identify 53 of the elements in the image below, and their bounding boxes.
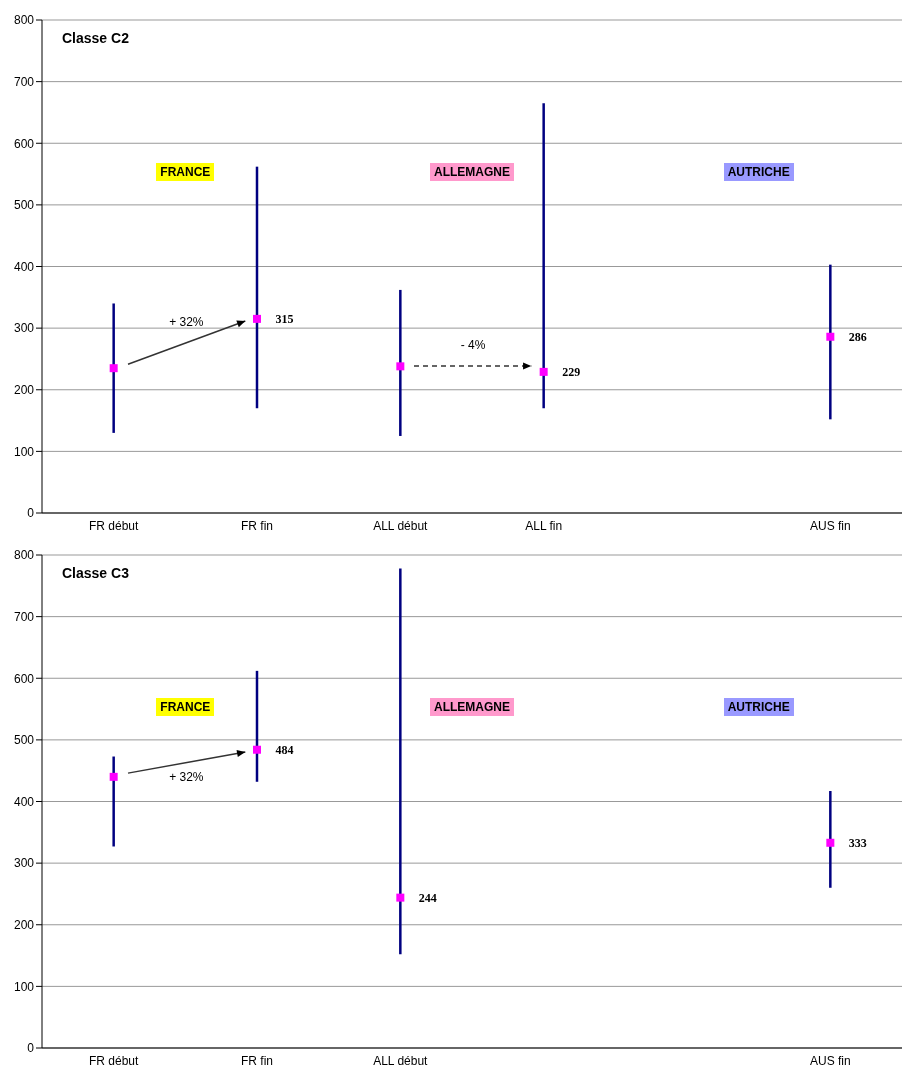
y-tick-label: 700 <box>13 74 35 89</box>
data-label: 333 <box>848 836 867 851</box>
data-label: 315 <box>275 312 294 327</box>
data-label: 244 <box>418 890 437 905</box>
annotation: ALLEMAGNE <box>430 162 514 181</box>
annotation: + 32% <box>169 314 204 329</box>
y-tick-label: 700 <box>13 609 35 624</box>
y-tick-label: 600 <box>13 136 35 151</box>
y-tick-label: 100 <box>13 444 35 459</box>
y-tick-label: 200 <box>13 383 35 398</box>
x-tick-label: AUS fin <box>809 518 851 533</box>
y-tick-label: 0 <box>27 506 35 521</box>
y-tick-label: 400 <box>13 794 35 809</box>
y-tick-label: 500 <box>13 198 35 213</box>
data-label: 484 <box>275 742 294 757</box>
text: Classe C2 <box>62 30 129 46</box>
y-tick-label: 800 <box>13 548 35 563</box>
y-tick-label: 400 <box>13 259 35 274</box>
annotation: AUTRICHE <box>723 697 794 716</box>
data-label: 286 <box>848 330 867 345</box>
y-tick-label: 600 <box>13 671 35 686</box>
point <box>539 367 548 376</box>
annotation: FRANCE <box>156 697 215 716</box>
point <box>253 745 261 754</box>
y-tick-label: 200 <box>13 918 35 933</box>
y-tick-label: 0 <box>27 1041 35 1056</box>
y-tick-label: 300 <box>13 321 35 336</box>
x-tick-label: FR début <box>88 1053 140 1068</box>
x-tick-label: ALL début <box>373 518 429 533</box>
point <box>253 314 261 323</box>
point <box>396 893 405 902</box>
y-tick-label: 100 <box>13 979 35 994</box>
point <box>826 332 835 341</box>
annotation: - 4% <box>460 338 486 353</box>
data-label: 229 <box>562 365 581 380</box>
point <box>109 772 118 781</box>
x-tick-label: AUS fin <box>809 1053 851 1068</box>
y-tick-label: 500 <box>13 733 35 748</box>
y-tick-label: 800 <box>13 13 35 28</box>
annotation: ALLEMAGNE <box>430 697 514 716</box>
annotation: FRANCE <box>156 162 215 181</box>
x-tick-label: FR fin <box>240 1053 274 1068</box>
point <box>826 838 835 847</box>
x-tick-label: FR début <box>88 518 140 533</box>
y-tick-label: 300 <box>13 856 35 871</box>
point <box>109 364 118 373</box>
point <box>396 362 405 371</box>
annotation: + 32% <box>169 770 204 785</box>
x-tick-label: FR fin <box>240 518 274 533</box>
x-tick-label: ALL fin <box>525 518 563 533</box>
x-tick-label: ALL début <box>373 1053 429 1068</box>
text: Classe C3 <box>62 565 129 581</box>
annotation: AUTRICHE <box>723 162 794 181</box>
